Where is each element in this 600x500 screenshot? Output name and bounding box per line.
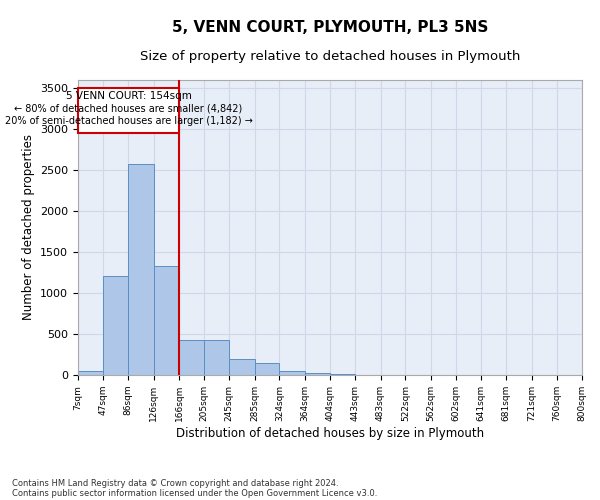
Bar [229,358,254,375]
Y-axis label: Number of detached properties: Number of detached properties [22,134,35,320]
Text: 5 VENN COURT: 154sqm: 5 VENN COURT: 154sqm [65,90,191,101]
Bar [78,371,103,375]
Text: 20% of semi-detached houses are larger (1,182) →: 20% of semi-detached houses are larger (… [5,116,253,126]
Text: 5, VENN COURT, PLYMOUTH, PL3 5NS: 5, VENN COURT, PLYMOUTH, PL3 5NS [172,20,488,35]
Bar [305,374,331,375]
Bar [103,276,128,375]
Bar [78,88,179,134]
X-axis label: Distribution of detached houses by size in Plymouth: Distribution of detached houses by size … [176,426,484,440]
Bar [154,266,179,375]
Text: Contains HM Land Registry data © Crown copyright and database right 2024.: Contains HM Land Registry data © Crown c… [12,478,338,488]
Text: ← 80% of detached houses are smaller (4,842): ← 80% of detached houses are smaller (4,… [14,104,242,114]
Text: Size of property relative to detached houses in Plymouth: Size of property relative to detached ho… [140,50,520,63]
Text: Contains public sector information licensed under the Open Government Licence v3: Contains public sector information licen… [12,488,377,498]
Bar [128,164,154,375]
Bar [204,340,229,375]
Bar [179,340,204,375]
Bar [331,374,355,375]
Bar [254,362,280,375]
Bar [280,371,305,375]
